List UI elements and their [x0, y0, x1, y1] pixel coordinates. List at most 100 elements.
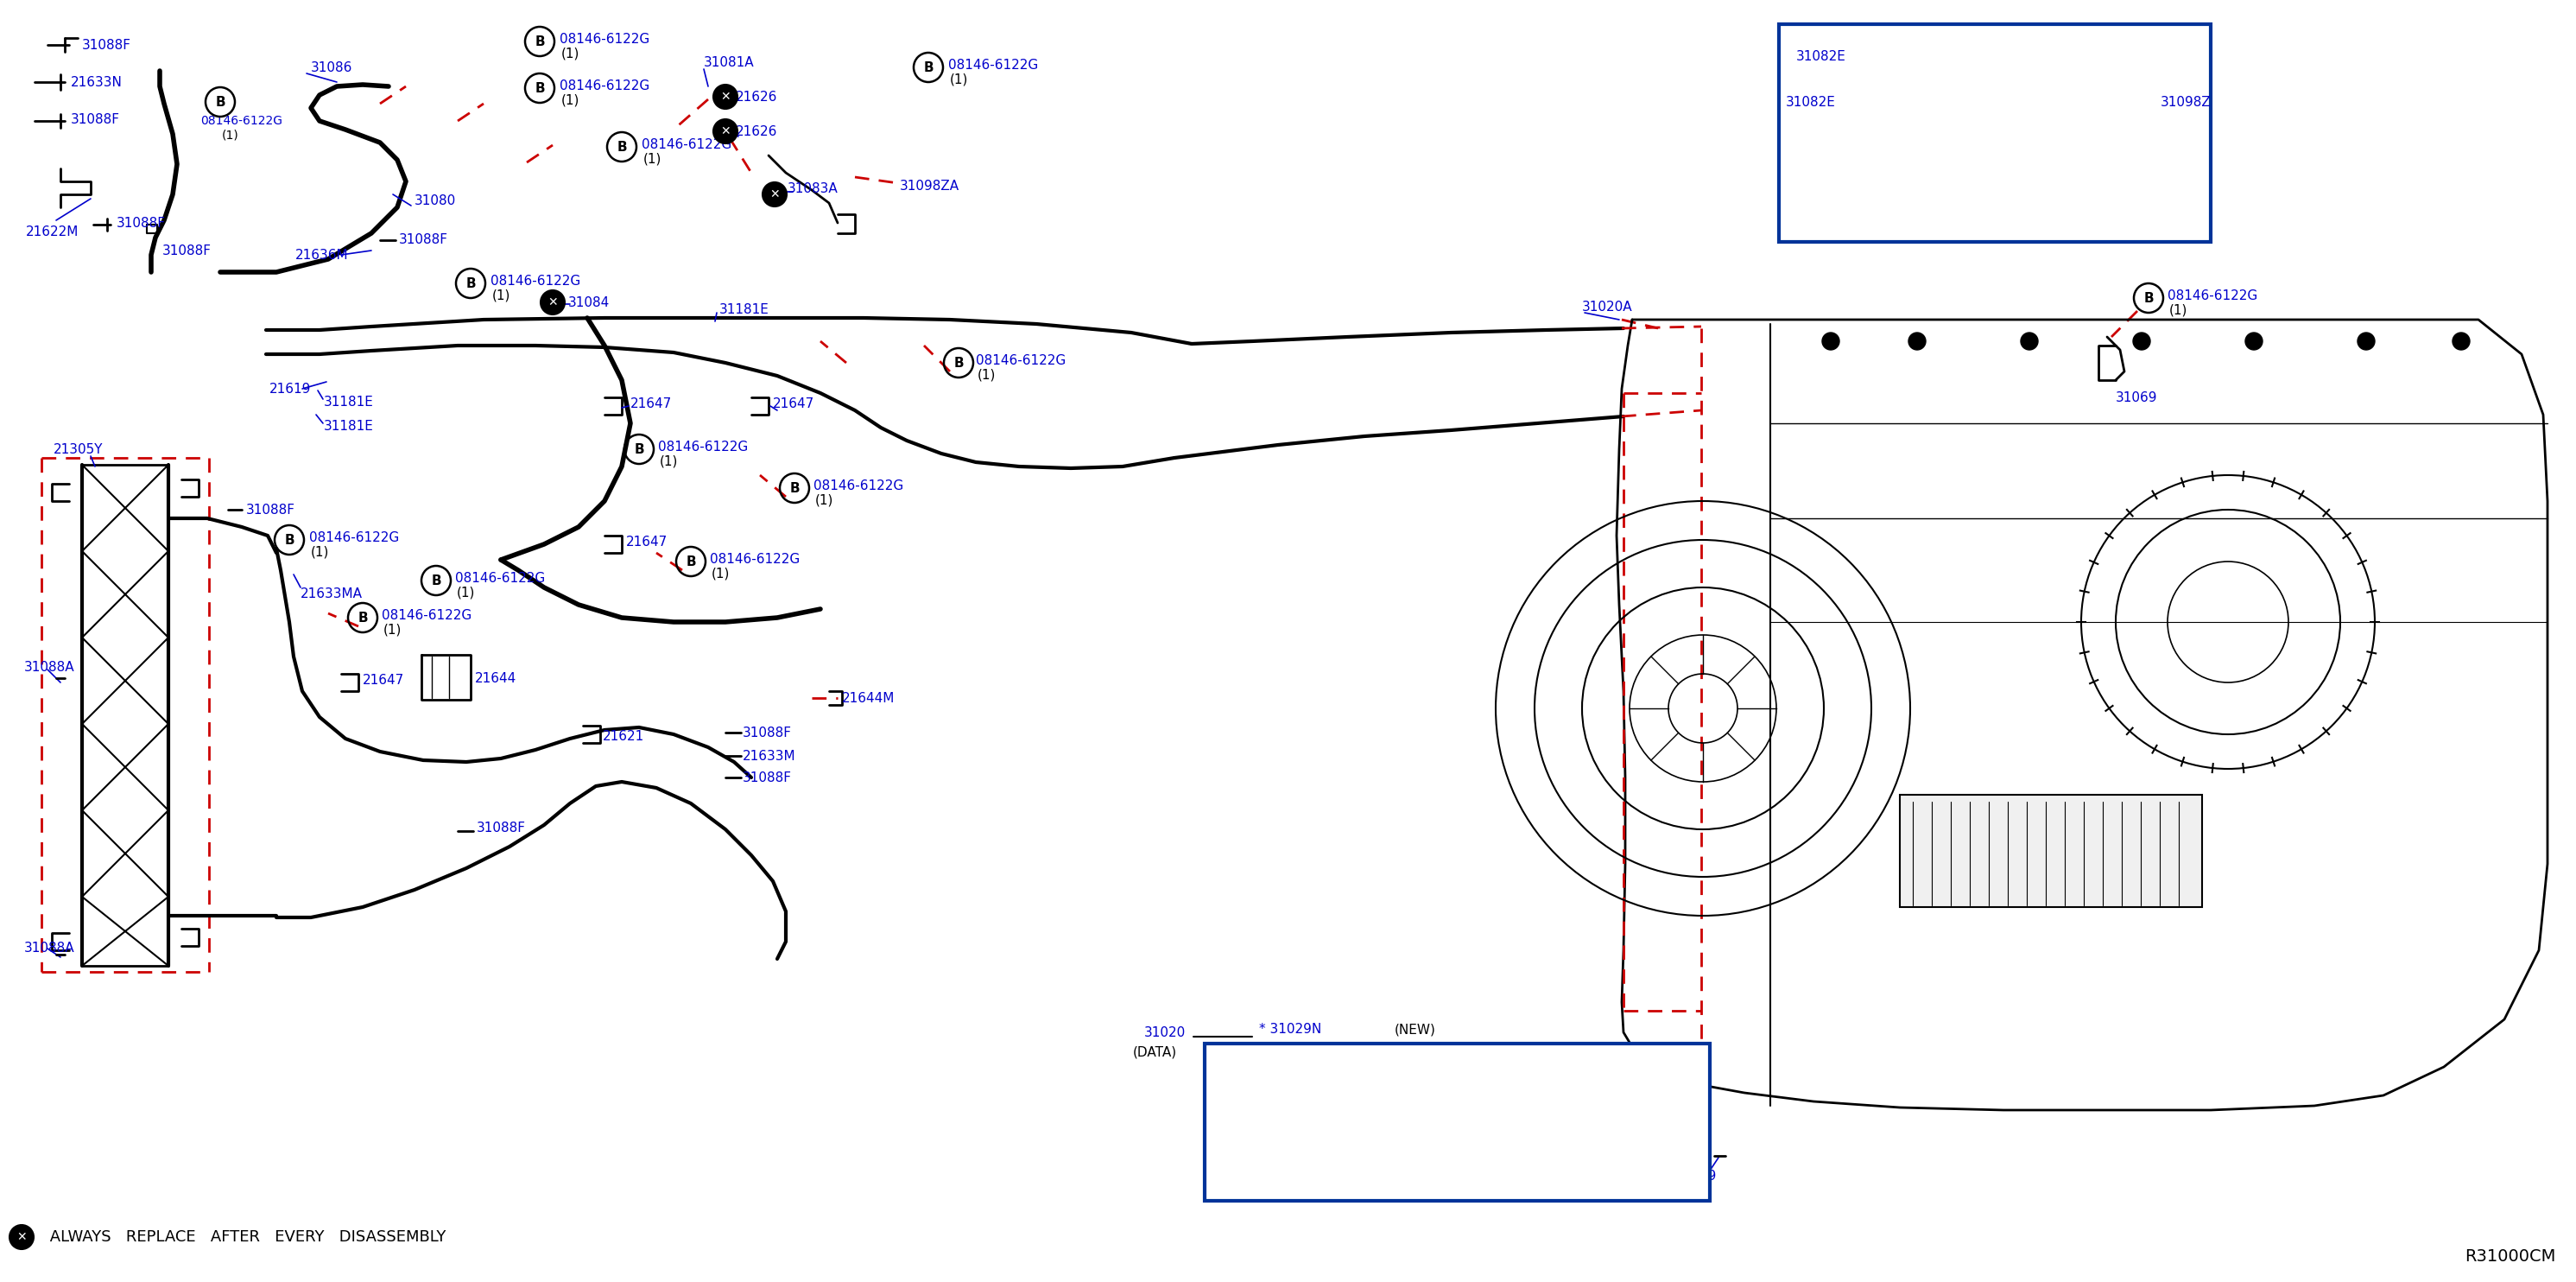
- Text: 31098ZA: 31098ZA: [899, 179, 958, 192]
- Text: 08146-6122G: 08146-6122G: [976, 354, 1066, 367]
- FancyBboxPatch shape: [1780, 24, 2210, 242]
- Text: B: B: [616, 141, 626, 154]
- Text: 31181E: 31181E: [325, 395, 374, 408]
- Text: * 3102KN: * 3102KN: [1260, 1044, 1321, 1056]
- FancyBboxPatch shape: [1206, 1044, 1710, 1201]
- Text: B: B: [634, 442, 644, 455]
- Text: (1): (1): [312, 546, 330, 559]
- Text: (1): (1): [492, 288, 510, 303]
- Text: MUST BE PROGRAMMED DATA.: MUST BE PROGRAMMED DATA.: [1216, 1169, 1435, 1185]
- Circle shape: [2357, 332, 2375, 350]
- Text: 08146-6122G: 08146-6122G: [641, 137, 732, 151]
- Text: (NEW): (NEW): [1394, 1023, 1435, 1036]
- Text: 31088F: 31088F: [82, 38, 131, 51]
- Text: B: B: [953, 356, 963, 369]
- Text: ✕: ✕: [770, 188, 781, 200]
- Text: (1): (1): [222, 128, 240, 141]
- Text: 31069: 31069: [2115, 391, 2159, 404]
- Text: 31088F: 31088F: [162, 244, 211, 256]
- Text: ✕: ✕: [549, 296, 556, 309]
- Circle shape: [2452, 332, 2470, 350]
- Text: 08146-6122G: 08146-6122G: [2166, 288, 2257, 303]
- Bar: [1901, 795, 2202, 908]
- Text: 31181E: 31181E: [325, 419, 374, 432]
- Text: (REMAN): (REMAN): [1394, 1044, 1453, 1056]
- Text: 31081A: 31081A: [703, 55, 755, 69]
- Text: 31084: 31084: [569, 296, 611, 309]
- Text: 31082E: 31082E: [1785, 95, 1837, 109]
- Text: (1): (1): [814, 494, 835, 506]
- Text: (1): (1): [951, 73, 969, 86]
- Text: B: B: [922, 62, 933, 74]
- Text: 31088F: 31088F: [477, 820, 526, 835]
- Text: (1): (1): [562, 47, 580, 60]
- Text: (1): (1): [711, 567, 729, 579]
- Text: ✕: ✕: [15, 1231, 26, 1244]
- Circle shape: [2246, 332, 2262, 350]
- Text: *ATTENTION:  TRANSMISSION: *ATTENTION: TRANSMISSION: [1216, 1103, 1427, 1118]
- Text: 21305Y: 21305Y: [54, 442, 103, 455]
- Circle shape: [714, 119, 737, 144]
- Text: 31088A: 31088A: [23, 942, 75, 955]
- Text: B: B: [536, 35, 544, 47]
- Text: * 31029N: * 31029N: [1260, 1023, 1321, 1036]
- Text: 08146-6122G: 08146-6122G: [559, 32, 649, 45]
- Text: 21622M: 21622M: [26, 226, 80, 238]
- Text: 31020A: 31020A: [1582, 300, 1633, 313]
- Text: 31098Z: 31098Z: [2161, 95, 2210, 109]
- Text: 08146-6122G: 08146-6122G: [489, 274, 580, 287]
- Circle shape: [1821, 332, 1839, 350]
- Text: 21633N: 21633N: [70, 76, 124, 88]
- Text: 31086: 31086: [312, 62, 353, 74]
- Text: 21626: 21626: [737, 90, 778, 104]
- Text: 31082E: 31082E: [1795, 50, 1847, 63]
- Text: (1): (1): [456, 586, 477, 599]
- Text: 31088F: 31088F: [742, 770, 791, 785]
- Text: (1): (1): [659, 455, 677, 468]
- Text: 31181E: 31181E: [719, 303, 770, 315]
- Text: 31088A: 31088A: [23, 660, 75, 673]
- Text: 21633M: 21633M: [742, 750, 796, 763]
- Text: 21644: 21644: [474, 672, 518, 685]
- Text: B: B: [788, 482, 799, 495]
- Text: 08146-6122G: 08146-6122G: [559, 79, 649, 92]
- Text: (1): (1): [384, 623, 402, 636]
- Text: 21647: 21647: [773, 397, 814, 410]
- Text: 08146-6122G: 08146-6122G: [948, 58, 1038, 72]
- Text: B: B: [685, 555, 696, 568]
- Text: 31020: 31020: [1144, 1026, 1185, 1038]
- Text: 08146-6122G: 08146-6122G: [381, 609, 471, 622]
- Text: B: B: [358, 612, 368, 624]
- Text: 21619: 21619: [270, 382, 312, 395]
- Text: 31088F: 31088F: [116, 217, 165, 229]
- Circle shape: [762, 182, 786, 206]
- Text: (1): (1): [644, 153, 662, 165]
- Text: 21633MA: 21633MA: [301, 587, 363, 600]
- Text: B: B: [466, 277, 477, 290]
- Text: (31029N  /  3102KN): (31029N / 3102KN): [1244, 1137, 1394, 1153]
- Text: (1): (1): [976, 368, 997, 382]
- Text: 08146-6122G: 08146-6122G: [309, 531, 399, 544]
- Text: 21626: 21626: [737, 124, 778, 137]
- Text: ✕: ✕: [721, 126, 732, 137]
- Text: 31088F: 31088F: [742, 726, 791, 738]
- Text: 08146-6122G: 08146-6122G: [711, 553, 801, 565]
- Circle shape: [714, 85, 737, 109]
- Text: 08146-6122G: 08146-6122G: [657, 440, 747, 453]
- Text: 08146-6122G: 08146-6122G: [814, 479, 904, 492]
- Text: 31088F: 31088F: [399, 233, 448, 246]
- Text: (1): (1): [562, 94, 580, 106]
- Text: B: B: [2143, 291, 2154, 305]
- Text: R31000CM: R31000CM: [2465, 1249, 2555, 1265]
- Text: 21647: 21647: [363, 673, 404, 686]
- Text: 31088F: 31088F: [247, 504, 296, 517]
- Text: 08146-6122G: 08146-6122G: [201, 115, 283, 127]
- Text: (1): (1): [2169, 304, 2187, 317]
- Text: 31083A: 31083A: [788, 182, 837, 195]
- Text: 08146-6122G: 08146-6122G: [456, 572, 546, 585]
- Circle shape: [1909, 332, 1927, 350]
- Text: 21647: 21647: [626, 535, 667, 549]
- Text: 31009: 31009: [1674, 1170, 1718, 1183]
- Text: ✕: ✕: [721, 91, 732, 103]
- Circle shape: [2133, 332, 2151, 350]
